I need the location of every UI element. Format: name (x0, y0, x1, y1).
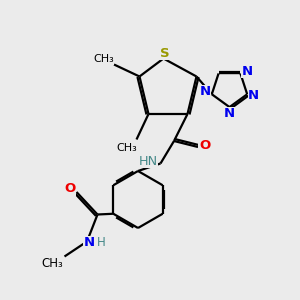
Text: HN: HN (138, 154, 158, 168)
Text: CH₃: CH₃ (42, 256, 63, 270)
Text: O: O (199, 139, 210, 152)
Text: N: N (248, 89, 260, 102)
Text: N: N (200, 85, 211, 98)
Text: O: O (64, 182, 76, 196)
Text: H: H (96, 236, 105, 249)
Text: N: N (223, 107, 235, 120)
Text: CH₃: CH₃ (93, 54, 114, 64)
Text: CH₃: CH₃ (116, 143, 137, 153)
Text: N: N (84, 236, 95, 249)
Text: N: N (242, 64, 253, 78)
Text: S: S (160, 46, 169, 60)
